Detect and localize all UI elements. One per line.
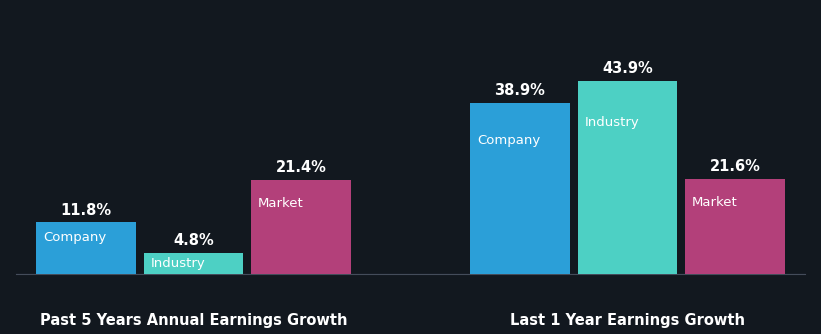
Bar (36, 222, 135, 274)
Text: 21.6%: 21.6% (709, 159, 760, 174)
Text: Company: Company (44, 231, 107, 244)
Bar (578, 81, 677, 274)
Text: 11.8%: 11.8% (61, 202, 112, 217)
Text: Industry: Industry (585, 116, 640, 129)
Bar (144, 253, 243, 274)
Text: Past 5 Years Annual Earnings Growth: Past 5 Years Annual Earnings Growth (39, 313, 347, 328)
Text: 21.4%: 21.4% (276, 160, 327, 175)
Text: Last 1 Year Earnings Growth: Last 1 Year Earnings Growth (510, 313, 745, 328)
Text: 38.9%: 38.9% (494, 83, 545, 98)
Text: Market: Market (259, 197, 304, 210)
Text: Market: Market (692, 196, 738, 209)
Text: 43.9%: 43.9% (602, 61, 653, 76)
Text: 4.8%: 4.8% (173, 233, 214, 248)
Text: Company: Company (477, 134, 540, 147)
Bar (686, 179, 785, 274)
Bar (470, 103, 570, 274)
Text: Industry: Industry (151, 257, 205, 270)
Bar (251, 180, 351, 274)
